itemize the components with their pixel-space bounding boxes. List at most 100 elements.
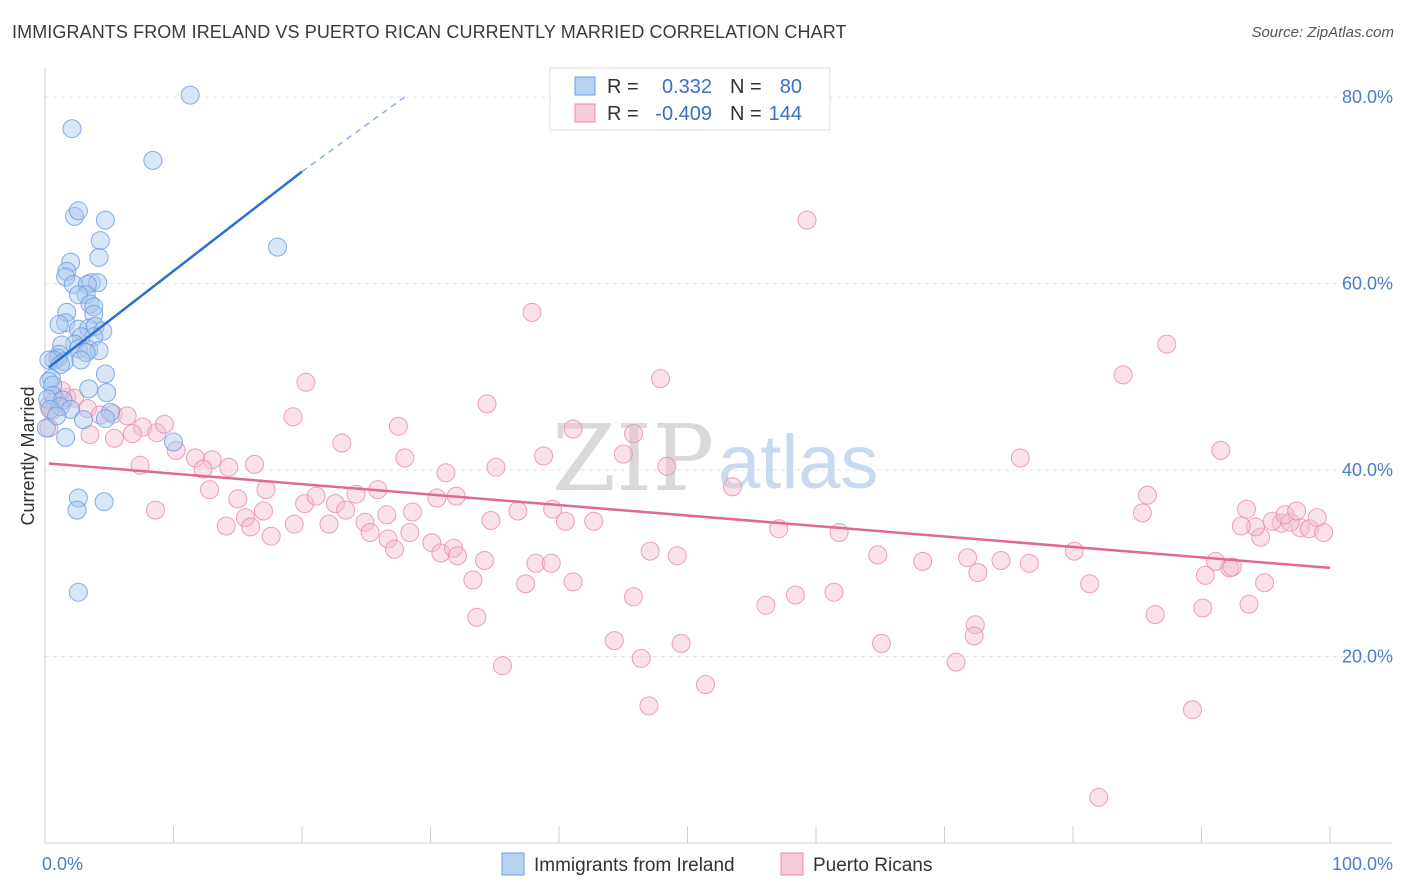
data-point [336, 500, 356, 520]
data-point [71, 350, 91, 370]
data-point [526, 553, 546, 573]
data-point [95, 364, 115, 384]
data-point [84, 297, 104, 317]
data-point [1231, 516, 1251, 536]
data-point [295, 494, 315, 514]
data-point [1299, 519, 1319, 539]
data-point [117, 406, 137, 426]
data-point [1246, 517, 1265, 537]
trend-line-ireland [48, 170, 303, 369]
data-point [991, 551, 1011, 570]
data-point [1080, 574, 1100, 594]
data-point [143, 150, 163, 170]
watermark-atlas: atlas [718, 420, 879, 505]
data-point [1251, 527, 1271, 547]
data-point [193, 459, 213, 479]
x-tick-label: 0.0% [42, 854, 83, 874]
data-point [868, 545, 888, 565]
data-point [68, 201, 88, 221]
data-point [254, 501, 273, 521]
data-point [378, 529, 398, 549]
data-point [1138, 485, 1157, 505]
data-point [534, 446, 554, 466]
data-point [1145, 605, 1165, 624]
data-point [958, 548, 978, 568]
legend-swatch-ireland [574, 76, 596, 96]
data-point [84, 304, 104, 324]
y-tick-label: 40.0% [1342, 460, 1393, 480]
legend-r-label-1: R = [607, 76, 639, 98]
data-point [522, 302, 542, 322]
data-point [1211, 440, 1231, 460]
data-point [493, 656, 512, 676]
data-point [319, 514, 339, 534]
data-point [68, 319, 88, 339]
data-point [431, 543, 451, 563]
data-point [797, 210, 817, 230]
y-tick-label: 60.0% [1342, 274, 1393, 294]
data-point [332, 433, 352, 453]
data-point [1089, 787, 1109, 807]
data-point [1239, 594, 1259, 614]
data-point [385, 539, 404, 559]
data-point [631, 648, 651, 668]
legend-n-value-1: 80 [780, 76, 802, 98]
data-point [640, 541, 660, 561]
data-point [1019, 553, 1039, 573]
legend-r-value-2: -0.409 [655, 103, 712, 125]
y-tick-label: 80.0% [1342, 87, 1393, 107]
data-point [101, 402, 120, 422]
legend-swatch-puerto-rican [574, 103, 596, 123]
legend-n-value-2: 144 [769, 103, 802, 125]
data-point [463, 570, 483, 590]
data-point [1287, 501, 1307, 521]
data-point [95, 210, 115, 230]
data-point [360, 523, 380, 542]
data-point [651, 369, 670, 389]
data-point [448, 546, 467, 566]
legend-swatch-puerto-ricans [780, 852, 804, 876]
series-immigrants-from-ireland [36, 85, 288, 602]
data-point [946, 652, 966, 672]
data-point [268, 237, 288, 257]
data-point [667, 546, 687, 566]
data-point [43, 375, 63, 395]
data-point [395, 448, 415, 468]
legend-r-value-1: 0.332 [662, 76, 712, 98]
chart-title: IMMIGRANTS FROM IRELAND VS PUERTO RICAN … [12, 22, 847, 42]
data-point [36, 418, 56, 438]
data-point [555, 511, 575, 531]
data-point [1193, 598, 1213, 618]
data-point [68, 582, 88, 602]
data-point [872, 633, 891, 653]
stats-legend: R = 0.332 N = 80 R = -0.409 N = 144 [549, 67, 831, 131]
data-point [639, 696, 659, 716]
data-point [65, 206, 85, 226]
data-point [1222, 557, 1242, 577]
data-point [256, 480, 276, 500]
gridlines [45, 96, 1392, 657]
data-point [624, 424, 643, 444]
data-point [824, 582, 844, 602]
data-point [436, 463, 456, 483]
data-point [180, 85, 200, 105]
data-point [41, 369, 61, 389]
data-point [1113, 365, 1133, 385]
data-point [200, 480, 219, 500]
data-point [67, 500, 87, 520]
source-label: Source: ZipAtlas.com [1251, 24, 1394, 41]
data-point [219, 457, 239, 477]
data-point [325, 494, 345, 514]
data-point [122, 424, 142, 444]
data-point [624, 587, 643, 607]
data-point [95, 409, 115, 429]
data-point [76, 285, 96, 305]
trend-line-puerto-ricans [48, 462, 1331, 570]
legend-label-immigrants-from-ireland: Immigrants from Ireland [534, 855, 735, 876]
data-point [486, 457, 506, 477]
data-point [284, 514, 304, 534]
y-tick-labels: 20.0% 40.0% 60.0% 80.0% [1342, 87, 1393, 667]
data-point [61, 399, 81, 419]
series-legend: Immigrants from Ireland Puerto Ricans [501, 852, 932, 876]
data-point [1064, 541, 1084, 561]
